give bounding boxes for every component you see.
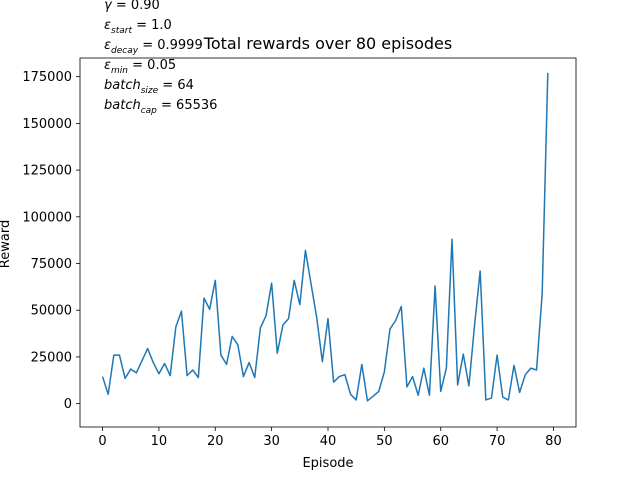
x-tick-label: 30 xyxy=(263,434,280,449)
x-tick-label: 20 xyxy=(207,434,224,449)
x-tick-label: 0 xyxy=(98,434,106,449)
annotation-line: γ = 0.90 xyxy=(104,0,160,13)
annotation-line: εdecay = 0.9999 xyxy=(104,38,203,56)
x-tick-label: 60 xyxy=(432,434,449,449)
y-tick-label: 125000 xyxy=(22,164,72,179)
y-tick-label: 100000 xyxy=(22,210,72,225)
annotation-line: εstart = 1.0 xyxy=(104,18,172,36)
annotation-line: batchcap = 65536 xyxy=(104,98,217,116)
annotation-line: batchsize = 64 xyxy=(104,78,194,96)
x-tick-label: 50 xyxy=(376,434,393,449)
y-tick-label: 175000 xyxy=(22,70,72,85)
y-axis-label: Reward xyxy=(0,220,13,268)
series-line-0 xyxy=(101,72,549,402)
x-tick-label: 80 xyxy=(545,434,562,449)
y-tick-label: 150000 xyxy=(22,117,72,132)
x-tick-label: 70 xyxy=(489,434,506,449)
x-axis-label: Episode xyxy=(302,456,353,471)
chart-title: Total rewards over 80 episodes xyxy=(203,34,452,53)
y-tick-label: 0 xyxy=(64,397,72,412)
annotation-line: εmin = 0.05 xyxy=(104,58,176,76)
hyperparameter-annotations: γ = 0.90 εstart = 1.0 εdecay = 0.9999 εmin … xyxy=(104,0,217,116)
y-tick-label: 75000 xyxy=(31,257,72,272)
x-tick-label: 10 xyxy=(151,434,168,449)
y-tick-label: 50000 xyxy=(31,304,72,319)
x-tick-label: 40 xyxy=(320,434,337,449)
y-tick-label: 25000 xyxy=(31,350,72,365)
